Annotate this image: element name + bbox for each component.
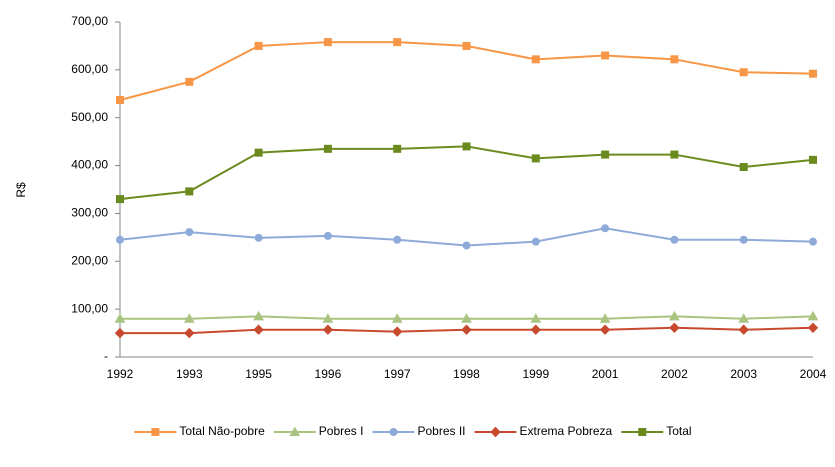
x-tick-label: 2002 xyxy=(661,367,688,381)
marker xyxy=(185,228,194,237)
marker xyxy=(393,144,402,153)
marker xyxy=(116,195,124,204)
marker xyxy=(184,327,195,339)
legend: Total Não-pobre Pobres I Pobres II Extrema … xyxy=(134,424,692,438)
y-tick-label: 300,00 xyxy=(71,206,108,220)
legend-label: Pobres I xyxy=(319,424,364,438)
marker xyxy=(462,142,471,151)
marker xyxy=(670,150,679,159)
x-tick-label: 1999 xyxy=(522,367,549,381)
marker xyxy=(393,38,402,47)
marker xyxy=(531,237,540,246)
y-tick-label: 700,00 xyxy=(71,14,108,28)
x-tick-label: 2004 xyxy=(800,367,827,381)
legend-item: Pobres I xyxy=(273,424,364,438)
x-tick-label: 1993 xyxy=(176,367,203,381)
marker xyxy=(322,313,334,323)
marker xyxy=(739,235,748,244)
marker xyxy=(389,428,398,436)
series xyxy=(116,142,817,204)
marker xyxy=(739,68,748,77)
series xyxy=(114,322,819,339)
marker xyxy=(809,155,817,164)
legend-label: Pobres II xyxy=(417,424,465,438)
marker xyxy=(323,231,332,240)
series-line xyxy=(119,145,814,201)
marker xyxy=(530,313,542,323)
marker xyxy=(289,426,301,436)
marker xyxy=(738,324,749,335)
series-line xyxy=(119,41,814,101)
x-tick-label: 1995 xyxy=(245,367,272,381)
marker xyxy=(114,327,126,339)
marker xyxy=(601,150,610,159)
marker xyxy=(461,313,472,323)
legend-item: Extrema Pobreza xyxy=(474,424,613,438)
marker xyxy=(530,324,542,335)
y-tick-label: 500,00 xyxy=(71,110,108,124)
marker xyxy=(391,326,403,337)
y-axis-label: R$ xyxy=(14,182,28,198)
legend-item: Total xyxy=(621,424,692,438)
legend-item: Total Não-pobre xyxy=(134,424,265,438)
y-tick-label: 400,00 xyxy=(71,158,108,172)
x-tick-label: 1997 xyxy=(384,367,411,381)
marker xyxy=(669,322,680,334)
marker xyxy=(599,324,611,335)
legend-label: Extrema Pobreza xyxy=(520,424,613,438)
x-tick-label: 1996 xyxy=(315,367,342,381)
marker xyxy=(638,428,647,436)
legend-label: Total Não-pobre xyxy=(179,424,265,438)
marker xyxy=(599,313,611,323)
marker xyxy=(151,428,160,436)
marker xyxy=(254,41,263,50)
x-tick-label: 1998 xyxy=(453,367,480,381)
marker xyxy=(738,313,750,323)
marker xyxy=(462,41,471,50)
marker xyxy=(807,322,819,334)
marker xyxy=(185,77,194,86)
marker xyxy=(490,426,501,438)
x-tick-label: 2003 xyxy=(730,367,757,381)
marker xyxy=(253,324,264,335)
marker xyxy=(670,235,679,244)
marker xyxy=(116,96,124,105)
marker xyxy=(669,310,680,321)
marker xyxy=(809,237,817,246)
series xyxy=(116,224,817,250)
marker xyxy=(739,163,748,172)
series xyxy=(114,310,819,323)
marker xyxy=(807,310,819,321)
marker xyxy=(461,324,472,335)
marker xyxy=(116,235,124,244)
series xyxy=(116,38,817,105)
marker xyxy=(670,55,679,64)
marker xyxy=(185,187,194,196)
marker xyxy=(254,233,263,242)
marker xyxy=(601,224,610,233)
y-tick-label: - xyxy=(104,349,108,363)
marker xyxy=(323,144,332,153)
marker xyxy=(391,313,403,323)
legend-label: Total xyxy=(666,424,691,438)
marker xyxy=(462,241,471,250)
marker xyxy=(322,324,334,335)
legend-item: Pobres II xyxy=(372,424,466,438)
marker xyxy=(254,148,263,157)
marker xyxy=(183,313,195,323)
y-tick-label: 200,00 xyxy=(71,253,108,267)
marker xyxy=(531,154,540,163)
marker xyxy=(323,38,332,47)
marker xyxy=(114,313,126,323)
y-tick-label: 100,00 xyxy=(71,301,108,315)
x-tick-label: 2001 xyxy=(592,367,619,381)
marker xyxy=(601,51,610,60)
marker xyxy=(531,55,540,64)
x-tick-label: 1992 xyxy=(107,367,134,381)
marker xyxy=(253,310,264,321)
marker xyxy=(393,235,402,244)
y-tick-label: 600,00 xyxy=(71,62,108,76)
marker xyxy=(809,69,817,78)
